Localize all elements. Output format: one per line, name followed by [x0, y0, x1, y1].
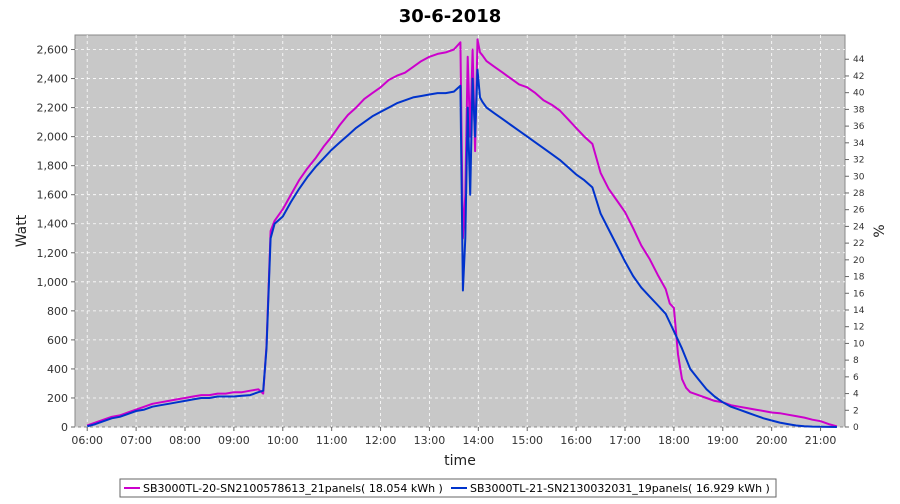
- x-tick-label: 06:00: [71, 434, 103, 447]
- x-axis-title: time: [444, 453, 476, 469]
- y-tick-label: 1,800: [37, 160, 69, 173]
- x-tick-label: 13:00: [414, 434, 446, 447]
- y2-tick-label: 18: [853, 273, 865, 283]
- x-tick-label: 07:00: [120, 434, 152, 447]
- y2-tick-label: 14: [853, 306, 865, 316]
- chart-title: 30-6-2018: [399, 6, 502, 27]
- y2-tick-label: 26: [853, 206, 865, 216]
- y2-tick-label: 12: [853, 323, 864, 333]
- y2-tick-label: 24: [853, 222, 865, 232]
- series-layer: [86, 38, 838, 428]
- y-tick-label: 2,600: [37, 44, 69, 57]
- y2-tick-label: 10: [853, 339, 865, 349]
- y-tick-label: 0: [61, 421, 68, 434]
- x-tick-label: 10:00: [267, 434, 299, 447]
- y-tick-label: 1,000: [37, 276, 69, 289]
- y-tick-label: 200: [47, 392, 68, 405]
- y2-tick-label: 44: [853, 55, 865, 65]
- y-axis-title: Watt: [14, 214, 30, 247]
- y2-tick-label: 8: [853, 356, 859, 366]
- y2-axis-title: %: [872, 224, 888, 237]
- y2-tick-label: 2: [853, 406, 859, 416]
- y2-tick-label: 34: [853, 139, 865, 149]
- legend-box: [119, 478, 777, 498]
- y-tick-label: 2,000: [37, 131, 69, 144]
- x-tick-label: 12:00: [365, 434, 397, 447]
- x-tick-label: 09:00: [218, 434, 250, 447]
- y2-tick-label: 38: [853, 105, 865, 115]
- y2-tick-label: 42: [853, 72, 864, 82]
- y2-tick-label: 28: [853, 189, 865, 199]
- x-tick-label: 16:00: [560, 434, 592, 447]
- y-tick-label: 1,200: [37, 247, 69, 260]
- y2-tick-label: 0: [853, 423, 859, 433]
- y2-tick-label: 30: [853, 172, 865, 182]
- y2-tick-label: 20: [853, 256, 865, 266]
- x-tick-label: 21:00: [805, 434, 837, 447]
- y-tick-label: 800: [47, 305, 68, 318]
- y2-tick-label: 4: [853, 390, 859, 400]
- x-tick-label: 17:00: [609, 434, 641, 447]
- y2-tick-label: 40: [853, 89, 865, 99]
- y2-tick-label: 6: [853, 373, 859, 383]
- legend-label-series-2: SB3000TL-21-SN2130032031_19panels( 16.92…: [470, 482, 770, 495]
- y2-tick-label: 32: [853, 156, 864, 166]
- x-tick-label: 14:00: [462, 434, 494, 447]
- series-line-2: [86, 68, 837, 428]
- x-tick-label: 08:00: [169, 434, 201, 447]
- x-tick-label: 11:00: [316, 434, 348, 447]
- axes: 02004006008001,0001,2001,4001,6001,8002,…: [37, 44, 865, 447]
- y2-tick-label: 36: [853, 122, 865, 132]
- legend: SB3000TL-20-SN2100578613_21panels( 18.05…: [119, 478, 777, 498]
- y-tick-label: 400: [47, 363, 68, 376]
- x-tick-label: 18:00: [658, 434, 690, 447]
- x-tick-label: 20:00: [756, 434, 788, 447]
- y-tick-label: 600: [47, 334, 68, 347]
- y-tick-label: 1,600: [37, 189, 69, 202]
- y-tick-label: 1,400: [37, 218, 69, 231]
- x-tick-label: 19:00: [707, 434, 739, 447]
- x-tick-label: 15:00: [511, 434, 543, 447]
- y-tick-label: 2,400: [37, 73, 69, 86]
- legend-label-series-1: SB3000TL-20-SN2100578613_21panels( 18.05…: [143, 482, 443, 495]
- y2-tick-label: 22: [853, 239, 864, 249]
- y-tick-label: 2,200: [37, 102, 69, 115]
- y2-tick-label: 16: [853, 289, 865, 299]
